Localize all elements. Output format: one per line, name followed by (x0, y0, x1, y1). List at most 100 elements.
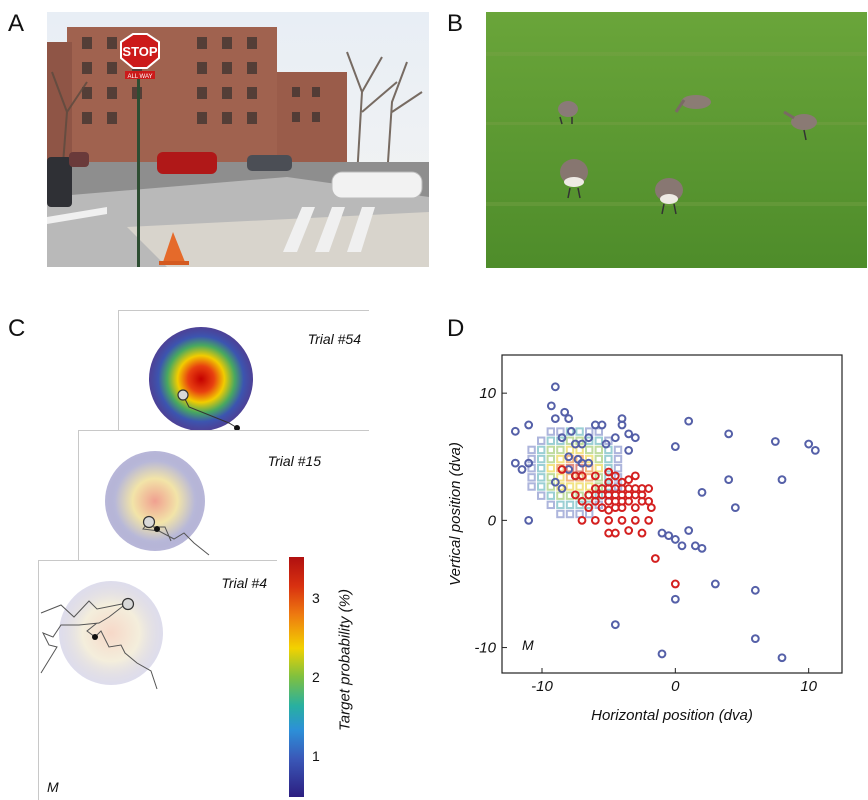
blue-data-point (617, 420, 627, 430)
plot-frame (501, 354, 843, 674)
colorbar-tick-2: 2 (312, 669, 320, 685)
geese-illustration (486, 12, 867, 268)
blue-data-point (730, 503, 740, 513)
grid-cell (604, 454, 613, 464)
red-data-point (577, 496, 587, 506)
blue-data-point (777, 475, 787, 485)
blue-data-point (566, 426, 576, 436)
blue-data-point (546, 401, 556, 411)
blue-data-point (670, 594, 680, 604)
blue-data-point (557, 484, 567, 493)
blue-data-point (770, 437, 780, 446)
grid-cell (585, 454, 594, 464)
grid-cell (537, 473, 546, 482)
blue-data-point (710, 579, 720, 589)
red-data-point (590, 471, 600, 481)
colorbar-tick-3: 3 (312, 590, 320, 606)
grid-cell (546, 482, 555, 491)
grid-cell (556, 500, 565, 510)
red-data-point (644, 484, 654, 493)
red-data-point (617, 503, 627, 513)
y-tick-label: 0 (488, 512, 497, 529)
x-tick-label: 10 (800, 678, 817, 695)
y-tick-label: -10 (474, 640, 496, 657)
blue-data-point (664, 531, 674, 541)
blue-fixation-series (510, 382, 820, 663)
grid-cell (613, 445, 623, 455)
grid-cell (594, 454, 604, 464)
grid-cell (556, 445, 565, 455)
blue-data-point (750, 634, 760, 644)
grid-cell (546, 427, 555, 436)
blue-data-point (684, 416, 694, 426)
red-data-point (570, 490, 580, 500)
grid-cell (546, 464, 555, 473)
red-data-point (557, 465, 567, 474)
blue-data-point (601, 439, 611, 449)
red-data-point (610, 471, 620, 481)
red-data-point (584, 503, 594, 513)
grid-cell (565, 464, 575, 473)
red-data-point (604, 467, 614, 477)
red-data-point (637, 528, 647, 538)
grid-cell (546, 500, 555, 510)
blue-data-point (560, 407, 570, 417)
grid-cell (585, 464, 594, 473)
grid-cell (527, 445, 536, 455)
grid-cell (546, 473, 555, 482)
grid-cell (594, 445, 604, 455)
trial-card-15: Trial #15 (78, 430, 369, 561)
grid-cell (613, 454, 623, 464)
blue-data-point (750, 585, 760, 595)
blue-data-point (524, 458, 534, 468)
red-data-point (577, 471, 587, 481)
grid-cell (565, 500, 575, 510)
gaze-scatter-plot: -10 0 10 10 0 -10 Horizontal position (dva) V… (447, 354, 843, 724)
grid-cell (546, 454, 555, 464)
red-fixation-series (557, 465, 680, 589)
red-data-point (644, 515, 654, 525)
street-scene-illustration: STOP ALL WAY (47, 12, 429, 267)
grid-cell (537, 454, 546, 464)
grid-cell (556, 454, 565, 464)
y-tick-label: 10 (479, 385, 496, 402)
blue-data-point (557, 433, 567, 443)
red-data-point (610, 528, 620, 538)
goose-group (558, 95, 817, 215)
grid-cell (537, 491, 546, 500)
red-data-point (670, 579, 680, 589)
blue-data-point (670, 442, 680, 451)
blue-data-point (697, 487, 707, 497)
grid-cell (556, 509, 565, 519)
geese-on-grass-photo (486, 12, 867, 268)
grid-cell (565, 509, 575, 519)
red-data-point (646, 503, 656, 513)
blue-data-point (577, 439, 587, 449)
axis-ticks: -10 0 10 10 0 -10 (474, 385, 817, 695)
blue-data-point (524, 515, 534, 525)
blue-data-point (584, 433, 594, 443)
probability-colorbar (289, 557, 304, 797)
y-axis-label: Vertical position (dva) (447, 442, 464, 586)
blue-data-point (810, 446, 820, 455)
trial-15-map (105, 451, 210, 556)
trial-label-54: Trial #54 (307, 331, 361, 347)
grid-cell (565, 482, 575, 491)
red-data-point (624, 496, 634, 506)
grid-cell (565, 491, 575, 500)
blue-data-point (697, 543, 707, 553)
blue-data-point (510, 426, 520, 436)
red-data-point (624, 475, 634, 485)
blue-data-point (684, 526, 694, 535)
grid-cell (527, 482, 536, 491)
blue-data-point (777, 653, 787, 663)
red-data-point (577, 515, 587, 525)
grid-cell (565, 445, 575, 455)
scatter-m-label: M (522, 637, 534, 653)
grid-cell (546, 491, 555, 500)
trial-4-map (40, 581, 163, 690)
blue-data-point (804, 439, 814, 449)
blue-data-point (624, 446, 634, 455)
blue-data-point (564, 414, 574, 423)
trial-label-15: Trial #15 (267, 453, 321, 469)
